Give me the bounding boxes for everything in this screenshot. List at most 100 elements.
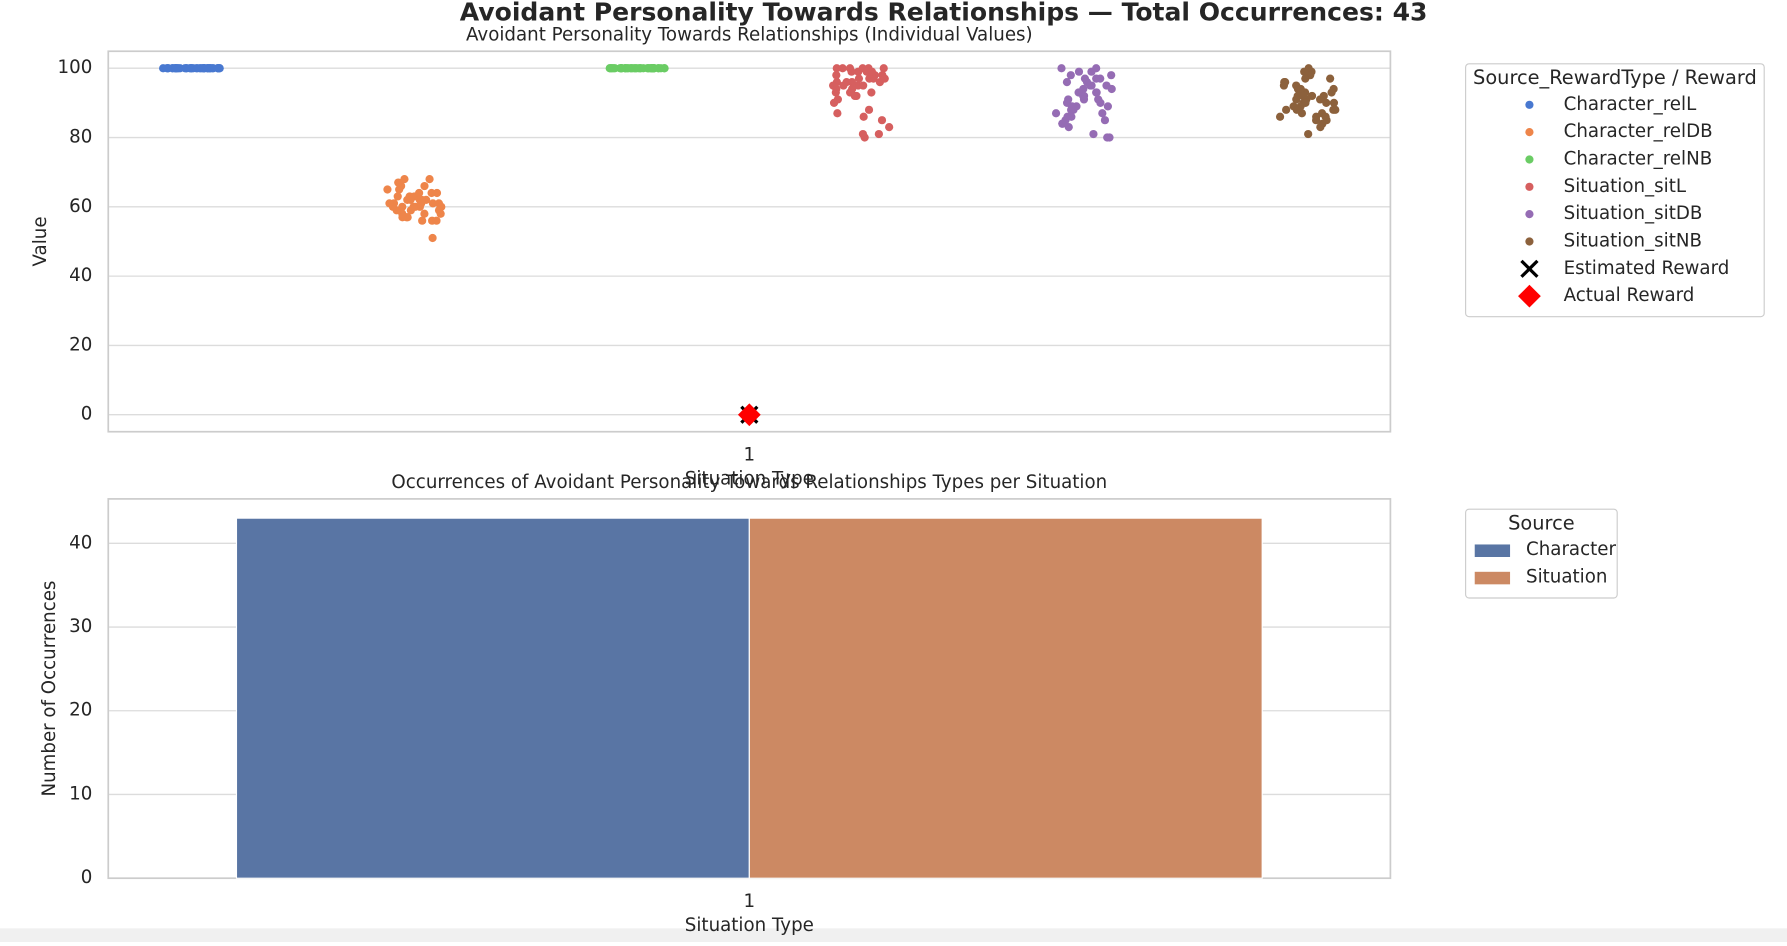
strip-point — [428, 199, 438, 208]
strip-point — [839, 81, 848, 90]
strip-point — [1299, 91, 1308, 101]
bar — [748, 517, 1263, 879]
x-axis-label: Situation Type — [685, 915, 814, 936]
strip-point — [833, 109, 842, 118]
strip-point — [867, 88, 876, 97]
strip-point — [874, 129, 883, 139]
strip-point — [832, 64, 841, 73]
strip-point — [1321, 112, 1330, 121]
strip-point — [656, 64, 666, 73]
strip-point — [428, 233, 437, 243]
legend-marker — [1525, 182, 1534, 191]
strip-point — [385, 199, 394, 208]
strip-point — [1079, 95, 1089, 104]
strip-point — [1087, 67, 1096, 76]
strip-point — [1300, 67, 1309, 76]
strip-point — [1103, 133, 1112, 142]
strip-point — [879, 64, 888, 73]
strip-point — [1275, 112, 1285, 121]
legend-marker — [1520, 259, 1539, 278]
figure-title: Avoidant Personality Towards Relationshi… — [460, 0, 1428, 27]
x-axis-label: Situation Type — [685, 469, 814, 490]
strip-point — [1074, 67, 1084, 76]
strip-point — [832, 71, 841, 80]
subplot-title: Avoidant Personality Towards Relationshi… — [466, 24, 1033, 45]
y-tick-label: 60 — [69, 196, 92, 217]
strip-point — [1066, 71, 1075, 80]
strip-point — [185, 64, 194, 73]
strip-point — [833, 95, 842, 104]
strip-point — [418, 216, 427, 225]
strip-point — [398, 213, 407, 222]
legend-label: Character_relNB — [1564, 148, 1713, 169]
strip-point — [1107, 71, 1116, 80]
strip-point — [1292, 105, 1301, 114]
bar — [235, 517, 750, 879]
subplot-title: Occurrences of Avoidant Personality Towa… — [391, 472, 1107, 493]
strip-point — [1062, 77, 1072, 87]
strip-point — [1064, 123, 1073, 132]
y-tick-label: 20 — [69, 700, 92, 721]
strip-point — [1322, 98, 1331, 107]
strip-point — [877, 116, 887, 125]
strip-point — [1067, 112, 1076, 121]
strip-point — [393, 192, 402, 201]
strip-point — [617, 64, 626, 73]
bottom-strip — [0, 928, 1787, 942]
y-axis-label: Value — [30, 216, 51, 266]
legend-marker — [1525, 100, 1534, 109]
strip-point — [171, 64, 181, 73]
strip-point — [1301, 98, 1310, 107]
plot-frame — [107, 50, 1392, 433]
legend-label: Character_relDB — [1564, 121, 1713, 142]
strip-point — [859, 112, 868, 121]
strip-point — [639, 64, 648, 73]
legend-label: Actual Reward — [1564, 285, 1695, 306]
strip-point — [1326, 74, 1335, 83]
strip-point — [420, 181, 429, 191]
legend-label: Character_relL — [1564, 94, 1697, 115]
strip-point — [875, 77, 885, 87]
y-tick-label: 100 — [58, 57, 93, 78]
legend-label: Situation — [1526, 567, 1607, 588]
y-tick-label: 20 — [69, 334, 92, 355]
legend-label: Situation_sitNB — [1564, 230, 1702, 251]
legend-marker — [1525, 128, 1534, 137]
strip-point — [1096, 98, 1105, 107]
strip-point — [1051, 109, 1061, 118]
strip-point — [383, 185, 392, 194]
strip-point — [1096, 74, 1105, 83]
strip-point — [859, 81, 868, 90]
strip-point — [858, 129, 868, 139]
strip-point — [1327, 88, 1336, 97]
strip-point — [1100, 116, 1110, 125]
legend-label: Character — [1526, 539, 1616, 560]
strip-point — [1103, 102, 1112, 111]
strip-point — [1296, 84, 1305, 94]
strip-point — [1292, 95, 1301, 104]
strip-point — [1282, 105, 1291, 114]
strip-point — [415, 188, 424, 198]
strip-point — [1067, 102, 1077, 111]
strip-point — [1089, 129, 1098, 139]
strip-point — [1331, 105, 1340, 114]
strip-point — [163, 64, 172, 73]
legend-swatch — [1474, 571, 1511, 585]
y-tick-label: 0 — [81, 404, 93, 425]
strip-point — [394, 178, 403, 187]
strip-point — [1102, 81, 1111, 90]
strip-point — [432, 216, 441, 225]
strip-point — [847, 67, 856, 76]
legend-label: Estimated Reward — [1564, 258, 1730, 279]
strip-point — [1307, 91, 1317, 101]
strip-point — [607, 64, 617, 73]
strip-point — [425, 175, 434, 184]
y-tick-label: 30 — [69, 616, 92, 637]
y-tick-label: 10 — [69, 783, 92, 804]
strip-point — [1074, 88, 1083, 97]
strip-point — [869, 74, 878, 83]
strip-point — [838, 64, 847, 73]
legend-swatch — [1474, 544, 1511, 557]
strip-point — [864, 105, 874, 114]
